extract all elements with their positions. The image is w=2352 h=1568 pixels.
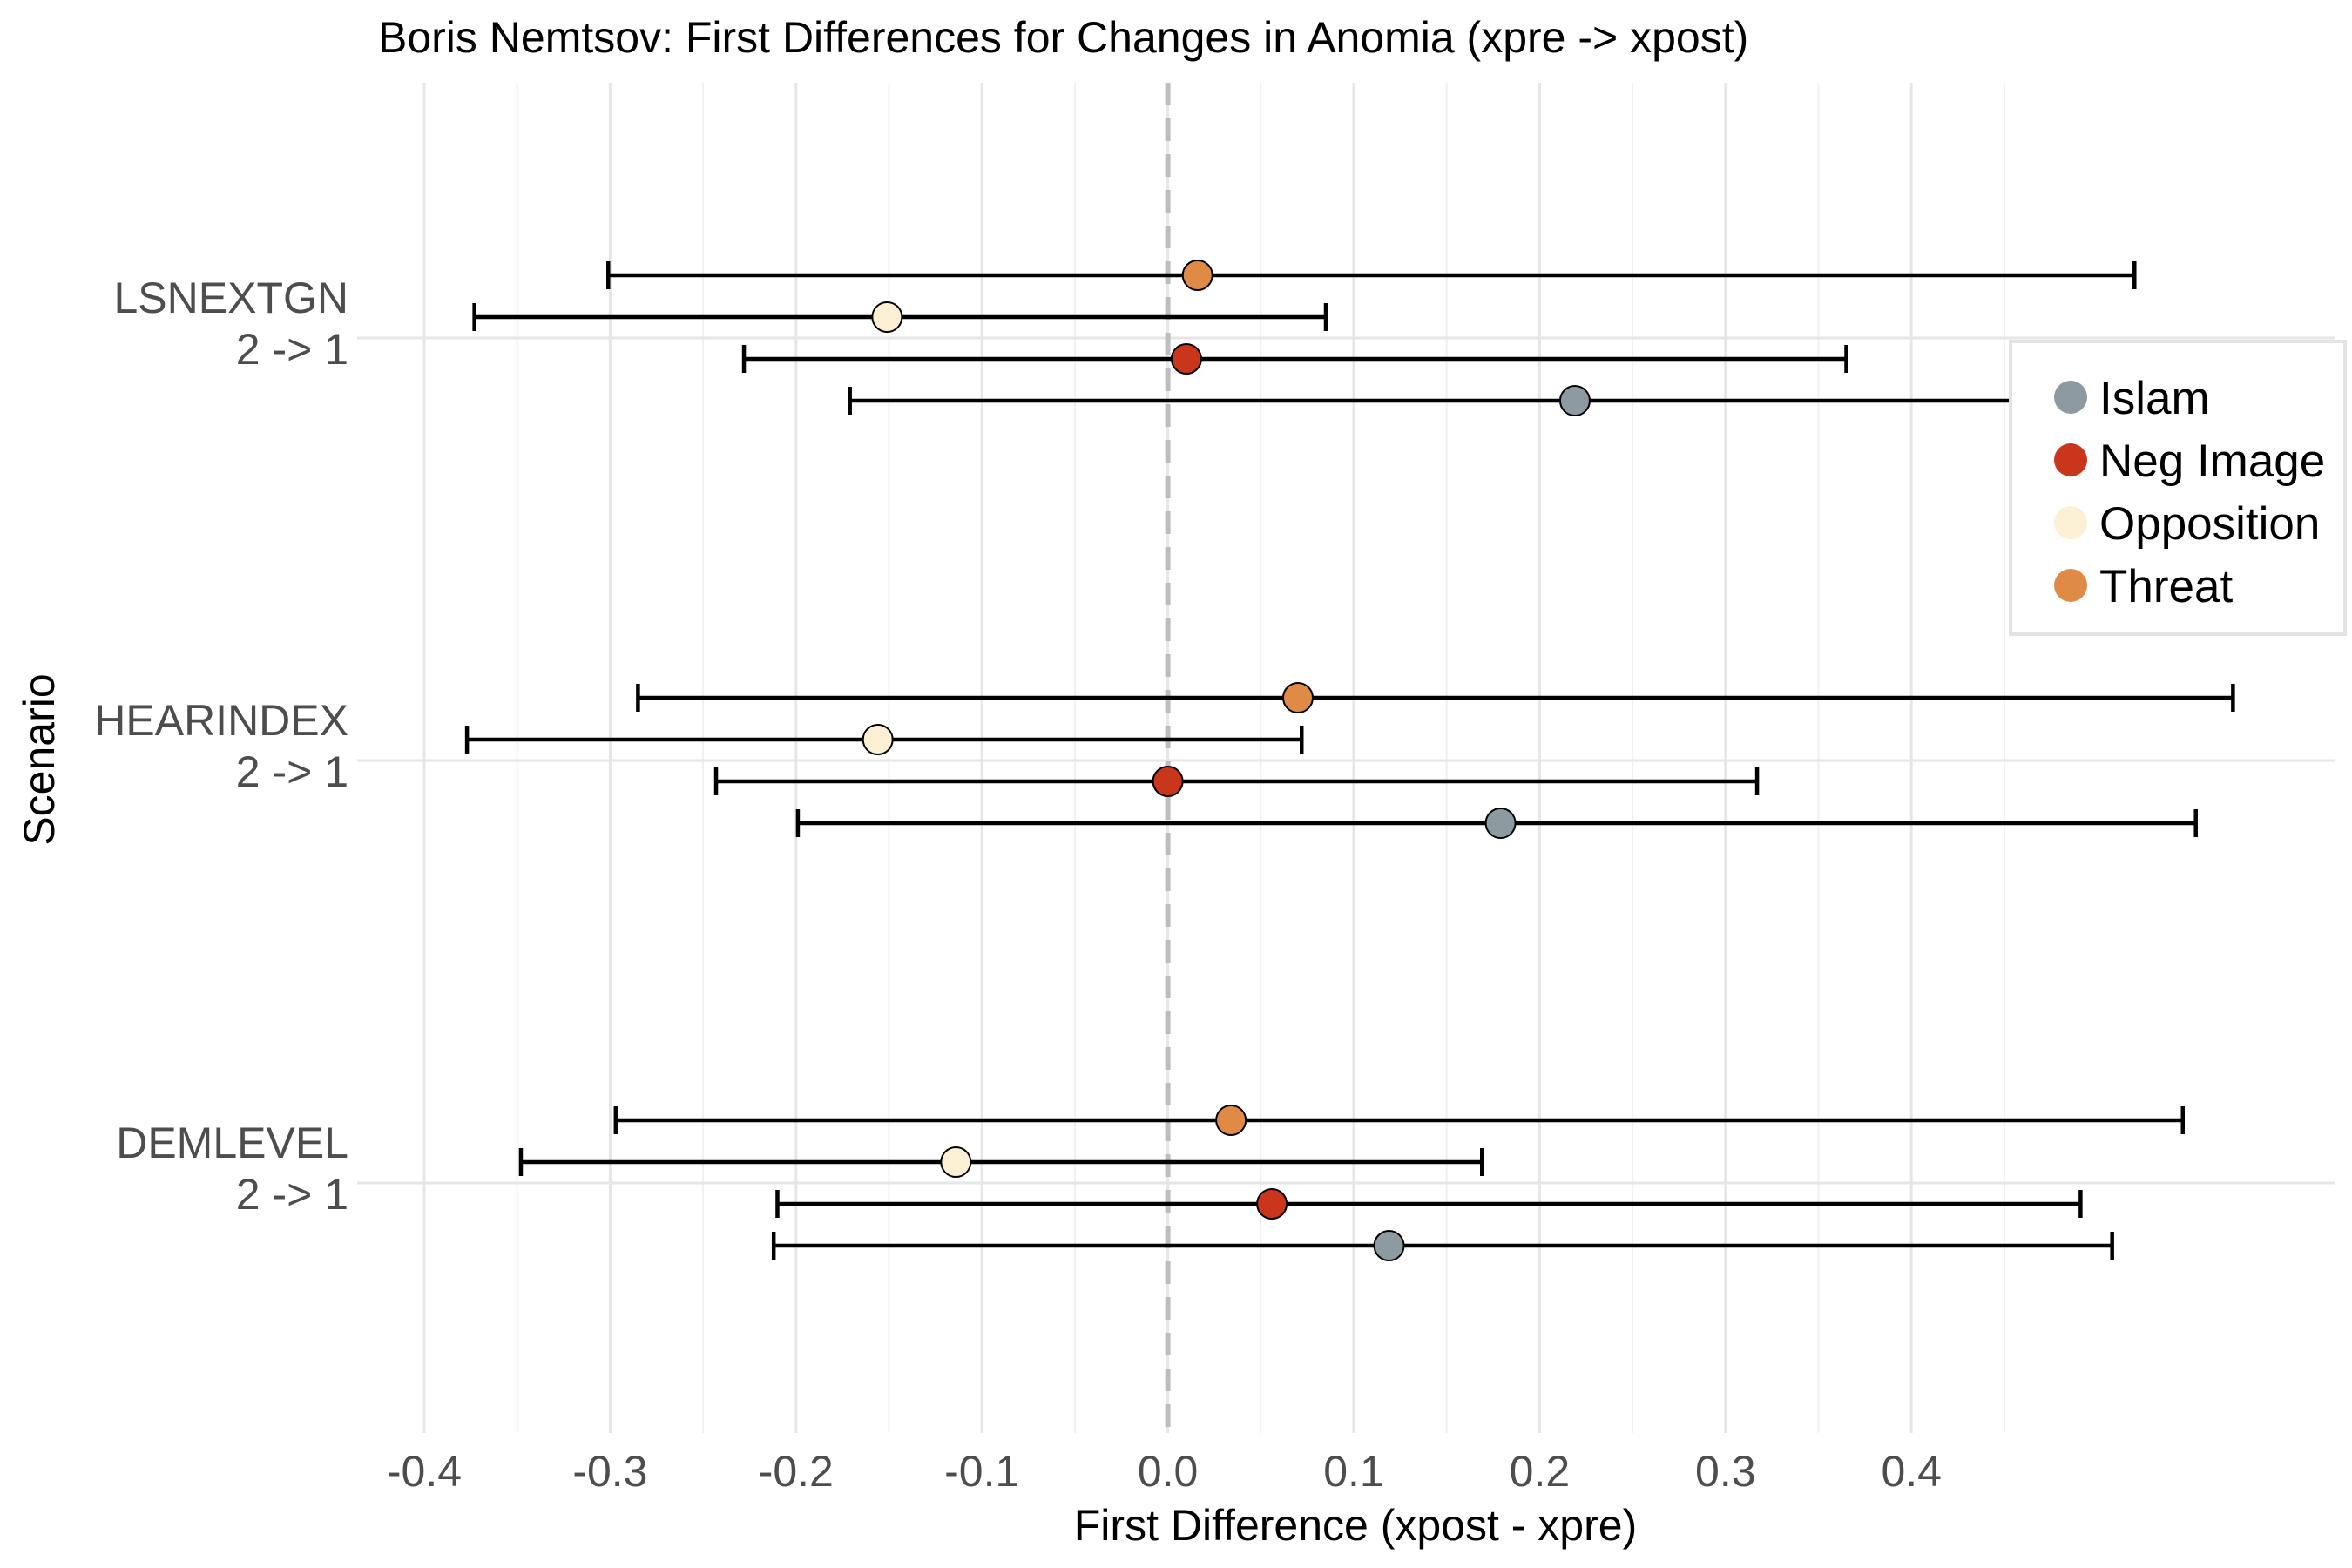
point-islam [1484,808,1517,839]
legend-label: Opposition [2099,498,2320,550]
legend-items: Islam Neg Image Opposition Threat [2054,373,2325,612]
point-islam [1558,385,1591,416]
point-neg-image [1152,766,1184,797]
point-opposition [940,1146,972,1178]
legend-key [2054,569,2087,602]
y-tick-label-change: 2 -> 1 [236,325,348,374]
point-neg-image [1256,1188,1288,1220]
legend-key [2054,381,2087,414]
point-threat [1181,260,1213,291]
x-tick-label: 0.2 [1510,1447,1571,1496]
x-tick-label: -0.4 [387,1447,462,1496]
y-tick-label-scenario: LSNEXTGN [113,274,348,322]
legend: Islam Neg Image Opposition Threat [2009,340,2347,636]
x-tick-label: -0.1 [944,1447,1019,1496]
x-tick-label: -0.2 [759,1447,834,1496]
point-opposition [871,301,903,333]
x-tick-label: 0.3 [1695,1447,1756,1496]
x-axis-title: First Difference (xpost - xpre) [1074,1501,1637,1550]
point-threat [1215,1105,1247,1136]
y-tick-label-change: 2 -> 1 [236,1170,348,1219]
legend-label: Neg Image [2099,436,2325,487]
y-tick-label-scenario: DEMLEVEL [116,1119,348,1167]
y-tick-label-change: 2 -> 1 [236,747,348,796]
point-opposition [862,724,894,755]
x-tick-label: 0.1 [1323,1447,1384,1496]
legend-label: Threat [2099,561,2233,612]
axis-labels-layer: -0.4 -0.3 -0.2 -0.1 0.0 0.1 0.2 0.3 0.4LSNEXTGN2… [94,274,1942,1496]
x-tick-label: 0.4 [1881,1447,1942,1496]
y-tick-label-scenario: HEARINDEX [94,696,348,745]
legend-key [2054,443,2087,476]
point-threat [1281,682,1314,713]
legend-label: Islam [2099,373,2210,424]
point-neg-image [1170,343,1202,375]
grid-layer [357,83,2335,1433]
x-tick-label: -0.3 [572,1447,647,1496]
legend-key [2054,506,2087,539]
marks-layer [464,260,2235,1261]
chart-title: Boris Nemtsov: First Differences for Cha… [378,13,1748,62]
x-tick-label: 0.0 [1138,1447,1199,1496]
point-islam [1373,1230,1405,1261]
y-axis-title: Scenario [15,673,64,845]
